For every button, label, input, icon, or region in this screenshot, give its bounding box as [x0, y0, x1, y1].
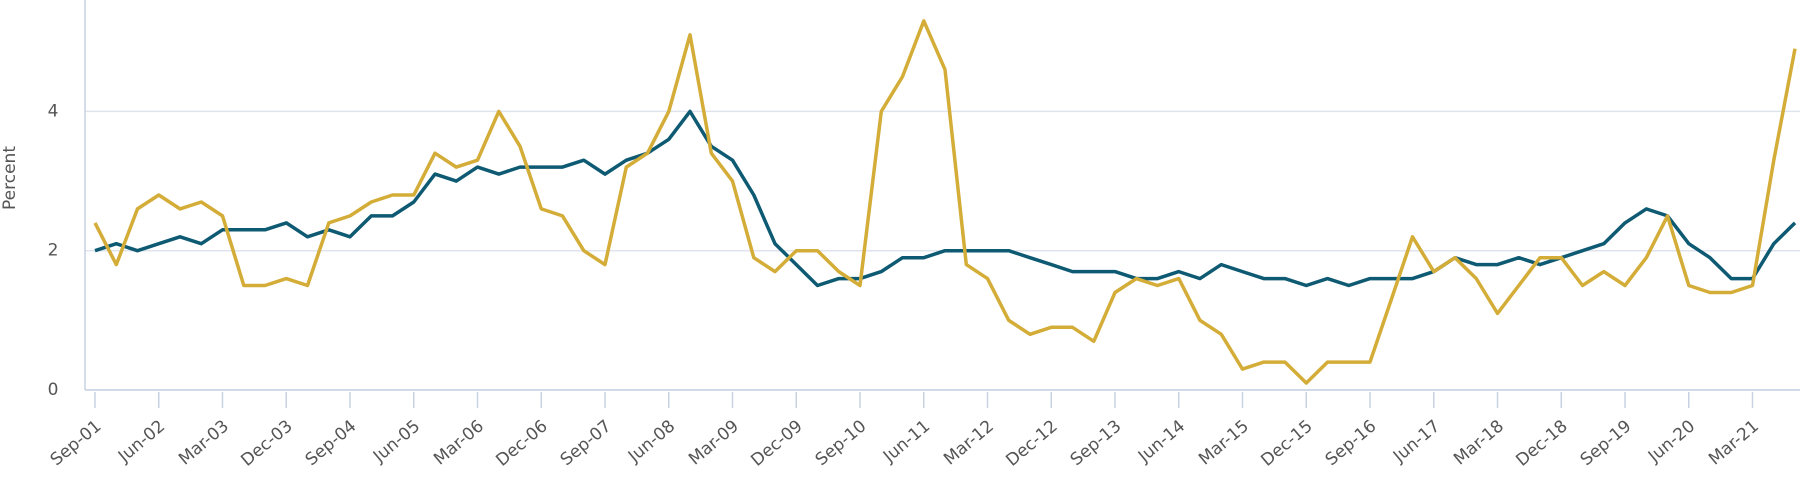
x-tick-label: Jun-05 — [369, 416, 424, 467]
x-tick-label: Dec-09 — [747, 416, 806, 470]
series-line — [94, 109, 1797, 288]
x-tick-label: Jun-02 — [114, 416, 169, 467]
x-tick-label: Jun-11 — [879, 416, 934, 467]
x-tick-label: Sep-13 — [1067, 416, 1126, 470]
y-axis-label: Percent — [0, 146, 20, 210]
x-tick-label: Jun-20 — [1644, 416, 1699, 467]
x-tick-label: Dec-03 — [237, 416, 296, 470]
y-tick-label: 2 — [48, 241, 59, 261]
x-tick-label: Jun-17 — [1389, 416, 1444, 467]
x-tick-label: Dec-12 — [1002, 416, 1061, 470]
x-tick-label: Sep-10 — [812, 416, 871, 470]
x-tick-label: Dec-06 — [492, 416, 551, 470]
x-tick-label: Sep-01 — [47, 416, 106, 470]
y-tick-label: 0 — [48, 380, 59, 400]
x-tick-label: Mar-18 — [1450, 416, 1508, 469]
x-tick-label: Sep-07 — [557, 416, 616, 470]
x-tick-label: Mar-15 — [1195, 416, 1253, 469]
x-tick-label: Mar-09 — [685, 416, 743, 469]
x-tick-label: Mar-06 — [430, 416, 488, 469]
x-tick-label: Sep-19 — [1577, 416, 1636, 470]
series-line — [93, 19, 1797, 385]
x-tick-label: Jun-08 — [624, 416, 679, 467]
x-tick-label: Dec-18 — [1512, 416, 1571, 470]
x-tick-label: Sep-04 — [302, 416, 361, 470]
y-tick-label: 4 — [48, 101, 59, 121]
x-tick-label: Sep-16 — [1322, 416, 1381, 470]
x-tick-label: Mar-12 — [940, 416, 998, 469]
x-tick-label: Jun-14 — [1134, 416, 1189, 467]
x-tick-label: Dec-15 — [1257, 416, 1316, 470]
x-tick-label: Mar-03 — [175, 416, 233, 469]
x-tick-label: Mar-21 — [1705, 416, 1763, 469]
